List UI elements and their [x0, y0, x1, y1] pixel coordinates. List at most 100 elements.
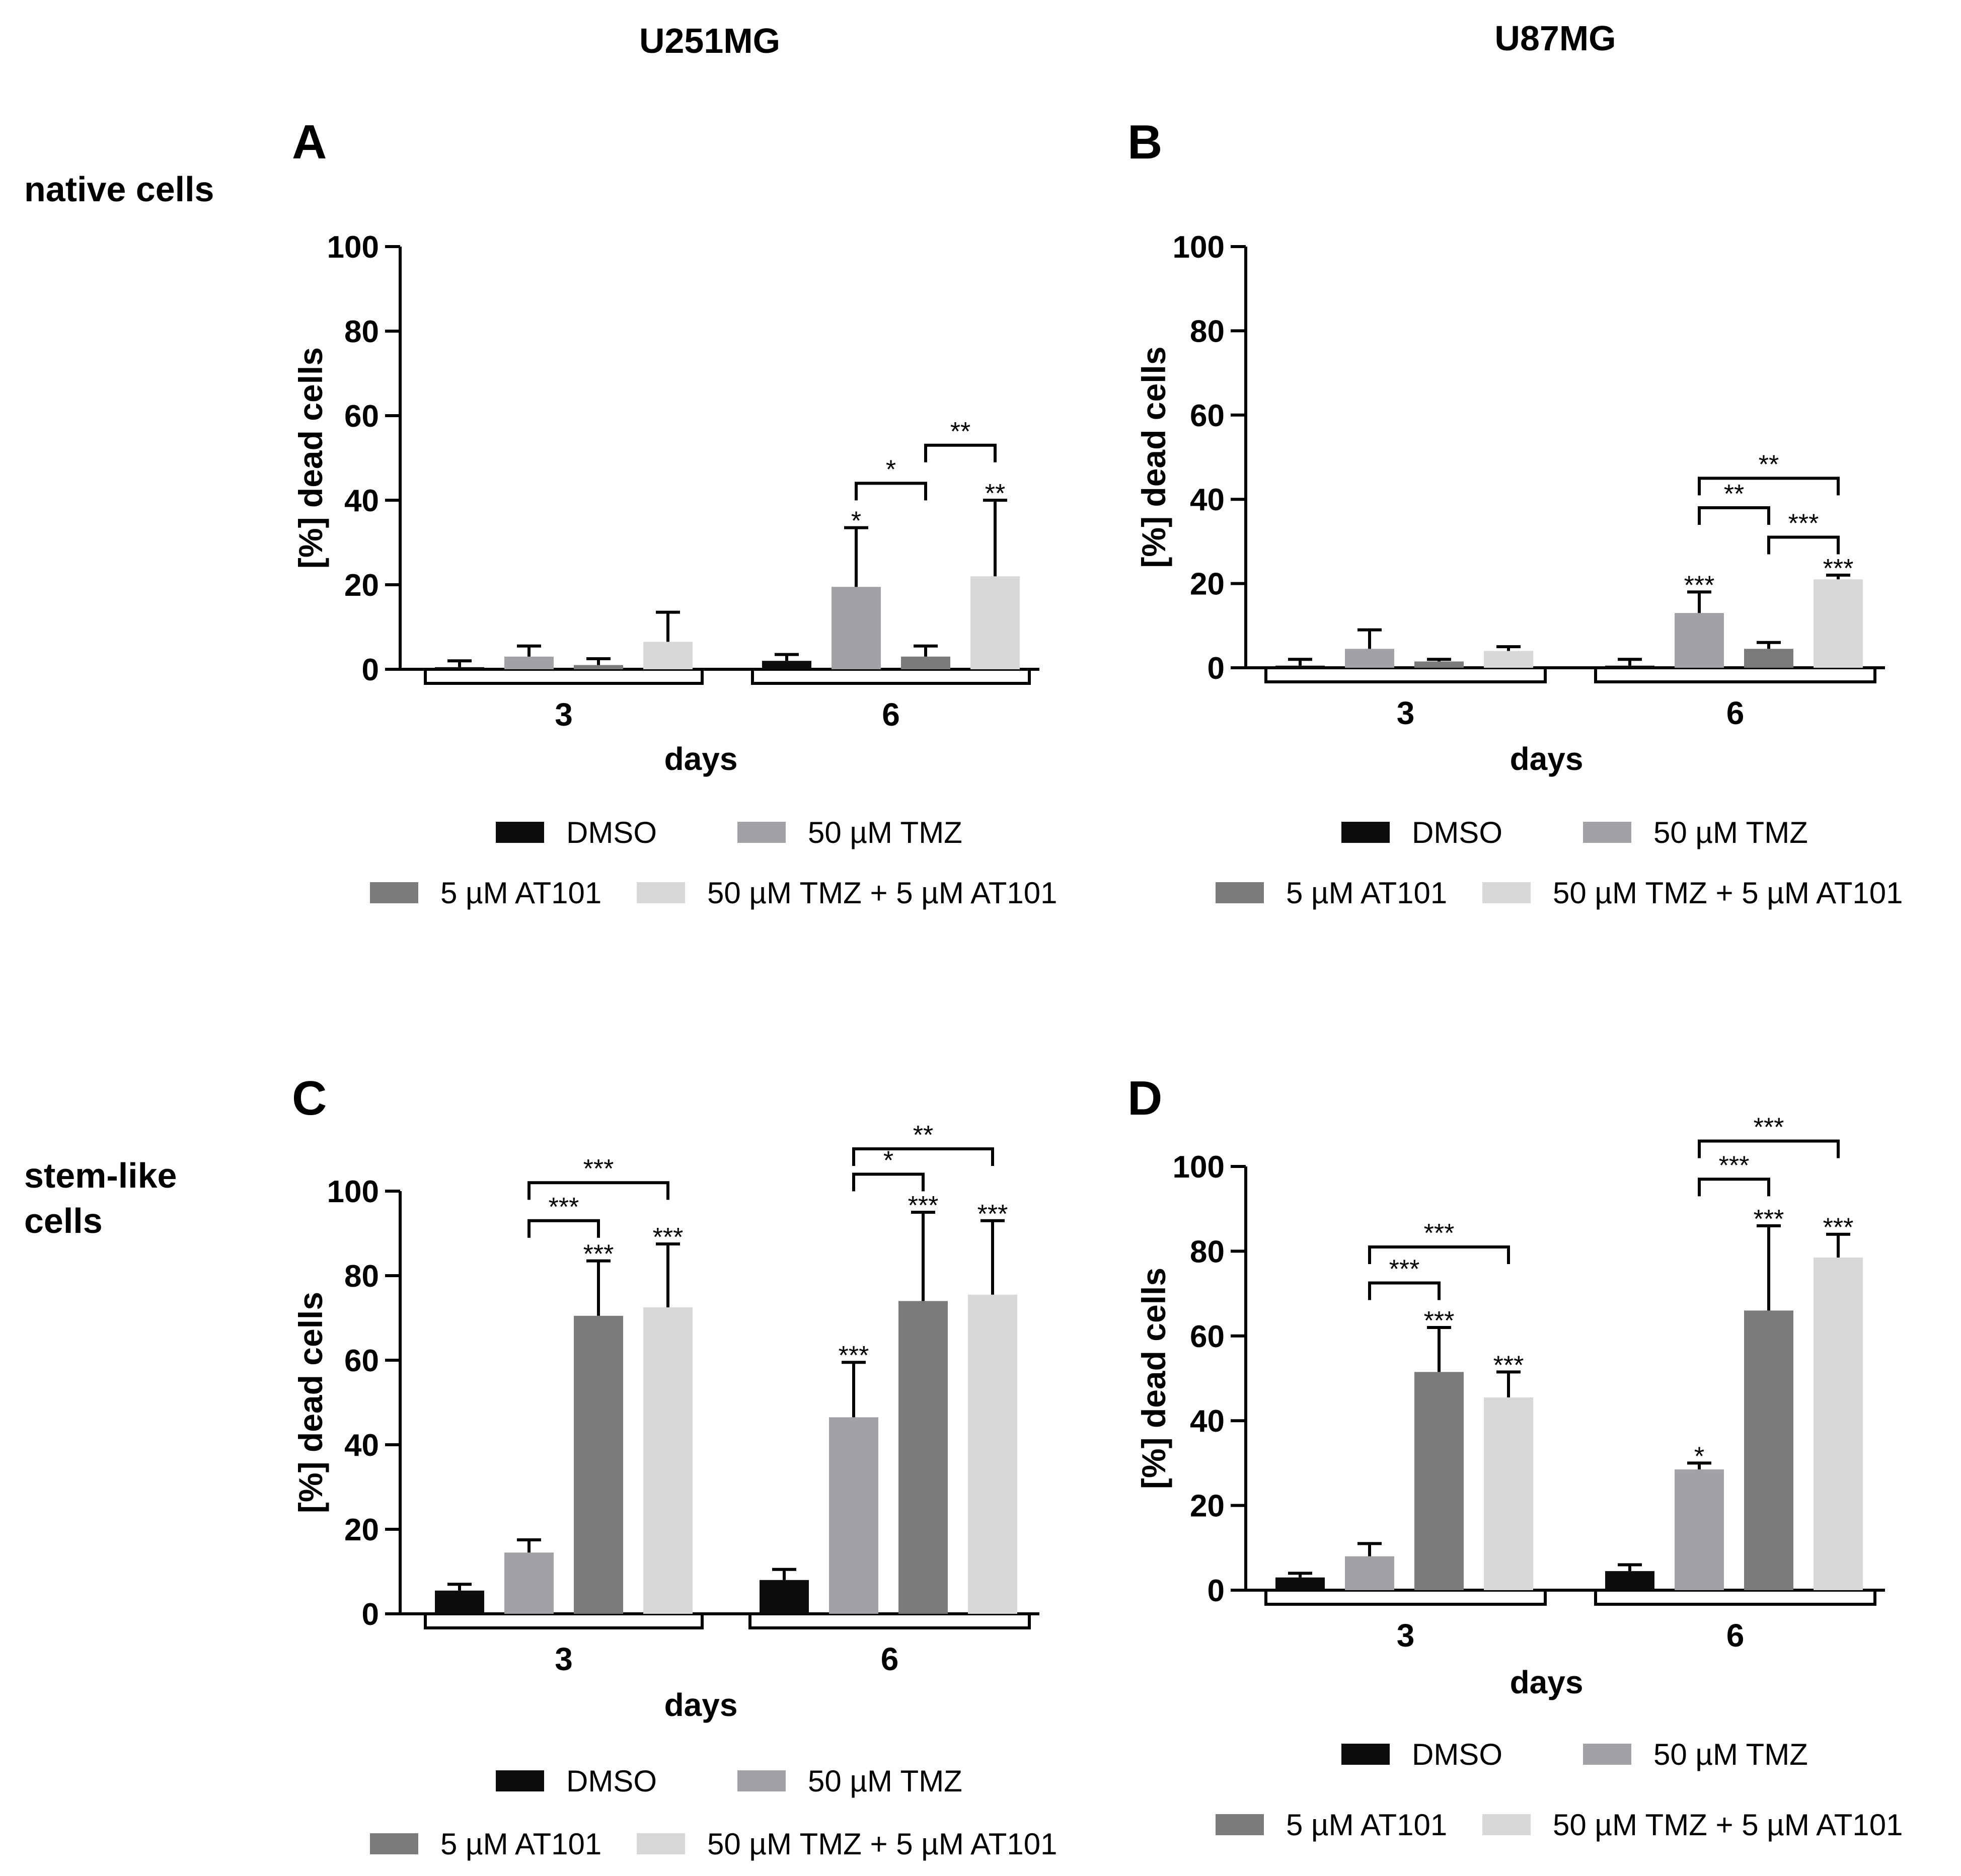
- bar: [898, 1301, 948, 1614]
- bar: [1605, 1571, 1654, 1590]
- bar: [832, 587, 881, 669]
- bar: [1675, 613, 1724, 668]
- significance-bracket: [1698, 1178, 1770, 1197]
- legend-swatch: [370, 882, 418, 903]
- significance-bracket: [527, 1219, 600, 1238]
- x-axis-label: days: [1510, 741, 1583, 777]
- bar: [504, 1552, 554, 1614]
- significance-bracket: [855, 482, 927, 501]
- y-tick-label: 0: [1208, 1574, 1225, 1608]
- x-tick-label: 6: [881, 1641, 899, 1677]
- legend-swatch: [1341, 1744, 1390, 1765]
- bar: [1345, 1556, 1394, 1590]
- legend-label: 5 µM AT101: [1286, 1808, 1447, 1842]
- bar: [1605, 665, 1654, 668]
- significance-bracket: [1698, 1139, 1840, 1158]
- bar: [435, 667, 484, 669]
- bracket-label: ***: [1719, 1151, 1750, 1180]
- x-group-box: [1594, 666, 1876, 683]
- y-axis-label: [%] dead cells: [1135, 346, 1172, 568]
- panel-label-a: A: [292, 115, 327, 169]
- y-tick-label: 20: [344, 1513, 379, 1547]
- bar: [1814, 1258, 1863, 1590]
- bar: [1345, 649, 1394, 668]
- legend-label: 50 µM TMZ + 5 µM AT101: [707, 876, 1057, 910]
- bracket-label: ***: [549, 1193, 579, 1222]
- row-title-native: native cells: [24, 170, 214, 209]
- legend-swatch: [1216, 1814, 1264, 1835]
- significance-label: ***: [1823, 554, 1854, 583]
- significance-bracket: [924, 443, 997, 462]
- bar: [968, 1294, 1017, 1614]
- x-group-box: [1264, 1589, 1547, 1606]
- y-tick-label: 40: [344, 484, 379, 518]
- y-tick-label: 20: [1190, 567, 1225, 602]
- legend-label: 50 µM TMZ: [1653, 816, 1808, 849]
- significance-label: **: [985, 479, 1005, 508]
- legend-label: 50 µM TMZ: [1653, 1738, 1808, 1771]
- bracket-label: **: [1759, 450, 1779, 479]
- significance-label: ***: [1754, 1205, 1784, 1234]
- significance-label: ***: [977, 1200, 1008, 1229]
- bracket-label: **: [913, 1121, 933, 1150]
- column-title-u87mg: U87MG: [1494, 19, 1616, 58]
- bar: [1675, 1469, 1724, 1590]
- x-tick-label: 6: [882, 696, 900, 733]
- x-group-box: [1594, 1589, 1876, 1606]
- bar: [1484, 1397, 1533, 1590]
- bar: [1414, 1372, 1464, 1590]
- bracket-label: *: [886, 455, 896, 484]
- legend-label: 50 µM TMZ + 5 µM AT101: [1553, 876, 1903, 910]
- legend-swatch: [1482, 882, 1531, 903]
- y-tick-label: 0: [362, 653, 379, 687]
- legend-swatch: [637, 882, 685, 903]
- significance-bracket: [852, 1172, 925, 1192]
- legend-label: 50 µM TMZ + 5 µM AT101: [1553, 1808, 1903, 1842]
- legend-label: 5 µM AT101: [440, 876, 601, 910]
- significance-label: ***: [583, 1240, 614, 1269]
- significance-bracket: [1368, 1281, 1441, 1300]
- y-tick-label: 60: [1190, 399, 1225, 433]
- significance-label: ***: [1424, 1306, 1455, 1336]
- legend-swatch: [1482, 1814, 1531, 1835]
- legend-swatch: [370, 1833, 418, 1854]
- bar: [762, 661, 811, 669]
- y-tick-label: 20: [1190, 1489, 1225, 1524]
- y-tick-label: 80: [344, 315, 379, 349]
- bar: [901, 656, 950, 669]
- row-title-stem-line1: stem-like: [24, 1156, 177, 1195]
- x-tick-label: 6: [1726, 1617, 1745, 1654]
- bracket-label: ***: [1754, 1113, 1784, 1142]
- bar: [1744, 1310, 1793, 1590]
- column-title-u251mg: U251MG: [639, 21, 780, 60]
- significance-bracket: [1698, 477, 1840, 496]
- significance-bracket: [1698, 506, 1770, 525]
- significance-label: ***: [1493, 1351, 1524, 1380]
- bracket-label: **: [1724, 480, 1744, 509]
- y-tick-label: 100: [1173, 1150, 1225, 1185]
- bar: [1275, 1577, 1325, 1590]
- y-tick-label: 60: [1190, 1319, 1225, 1354]
- significance-bracket: [1767, 535, 1840, 555]
- significance-label: ***: [1823, 1213, 1854, 1242]
- y-tick-label: 40: [1190, 483, 1225, 517]
- bracket-label: ***: [1788, 509, 1819, 538]
- x-axis-label: days: [664, 1687, 738, 1723]
- legend-label: 50 µM TMZ: [808, 816, 962, 849]
- significance-label: ***: [653, 1223, 684, 1252]
- bar: [970, 576, 1020, 669]
- bar: [643, 1307, 693, 1614]
- significance-label: ***: [908, 1191, 939, 1220]
- y-tick-label: 20: [344, 568, 379, 603]
- bar: [574, 665, 623, 669]
- y-tick-label: 100: [327, 230, 379, 265]
- x-group-box: [424, 1612, 704, 1629]
- bracket-label: **: [950, 417, 970, 446]
- x-tick-label: 3: [1397, 1617, 1415, 1654]
- bar: [829, 1417, 878, 1614]
- legend-swatch: [1583, 1744, 1631, 1765]
- panel-label-b: B: [1127, 115, 1162, 169]
